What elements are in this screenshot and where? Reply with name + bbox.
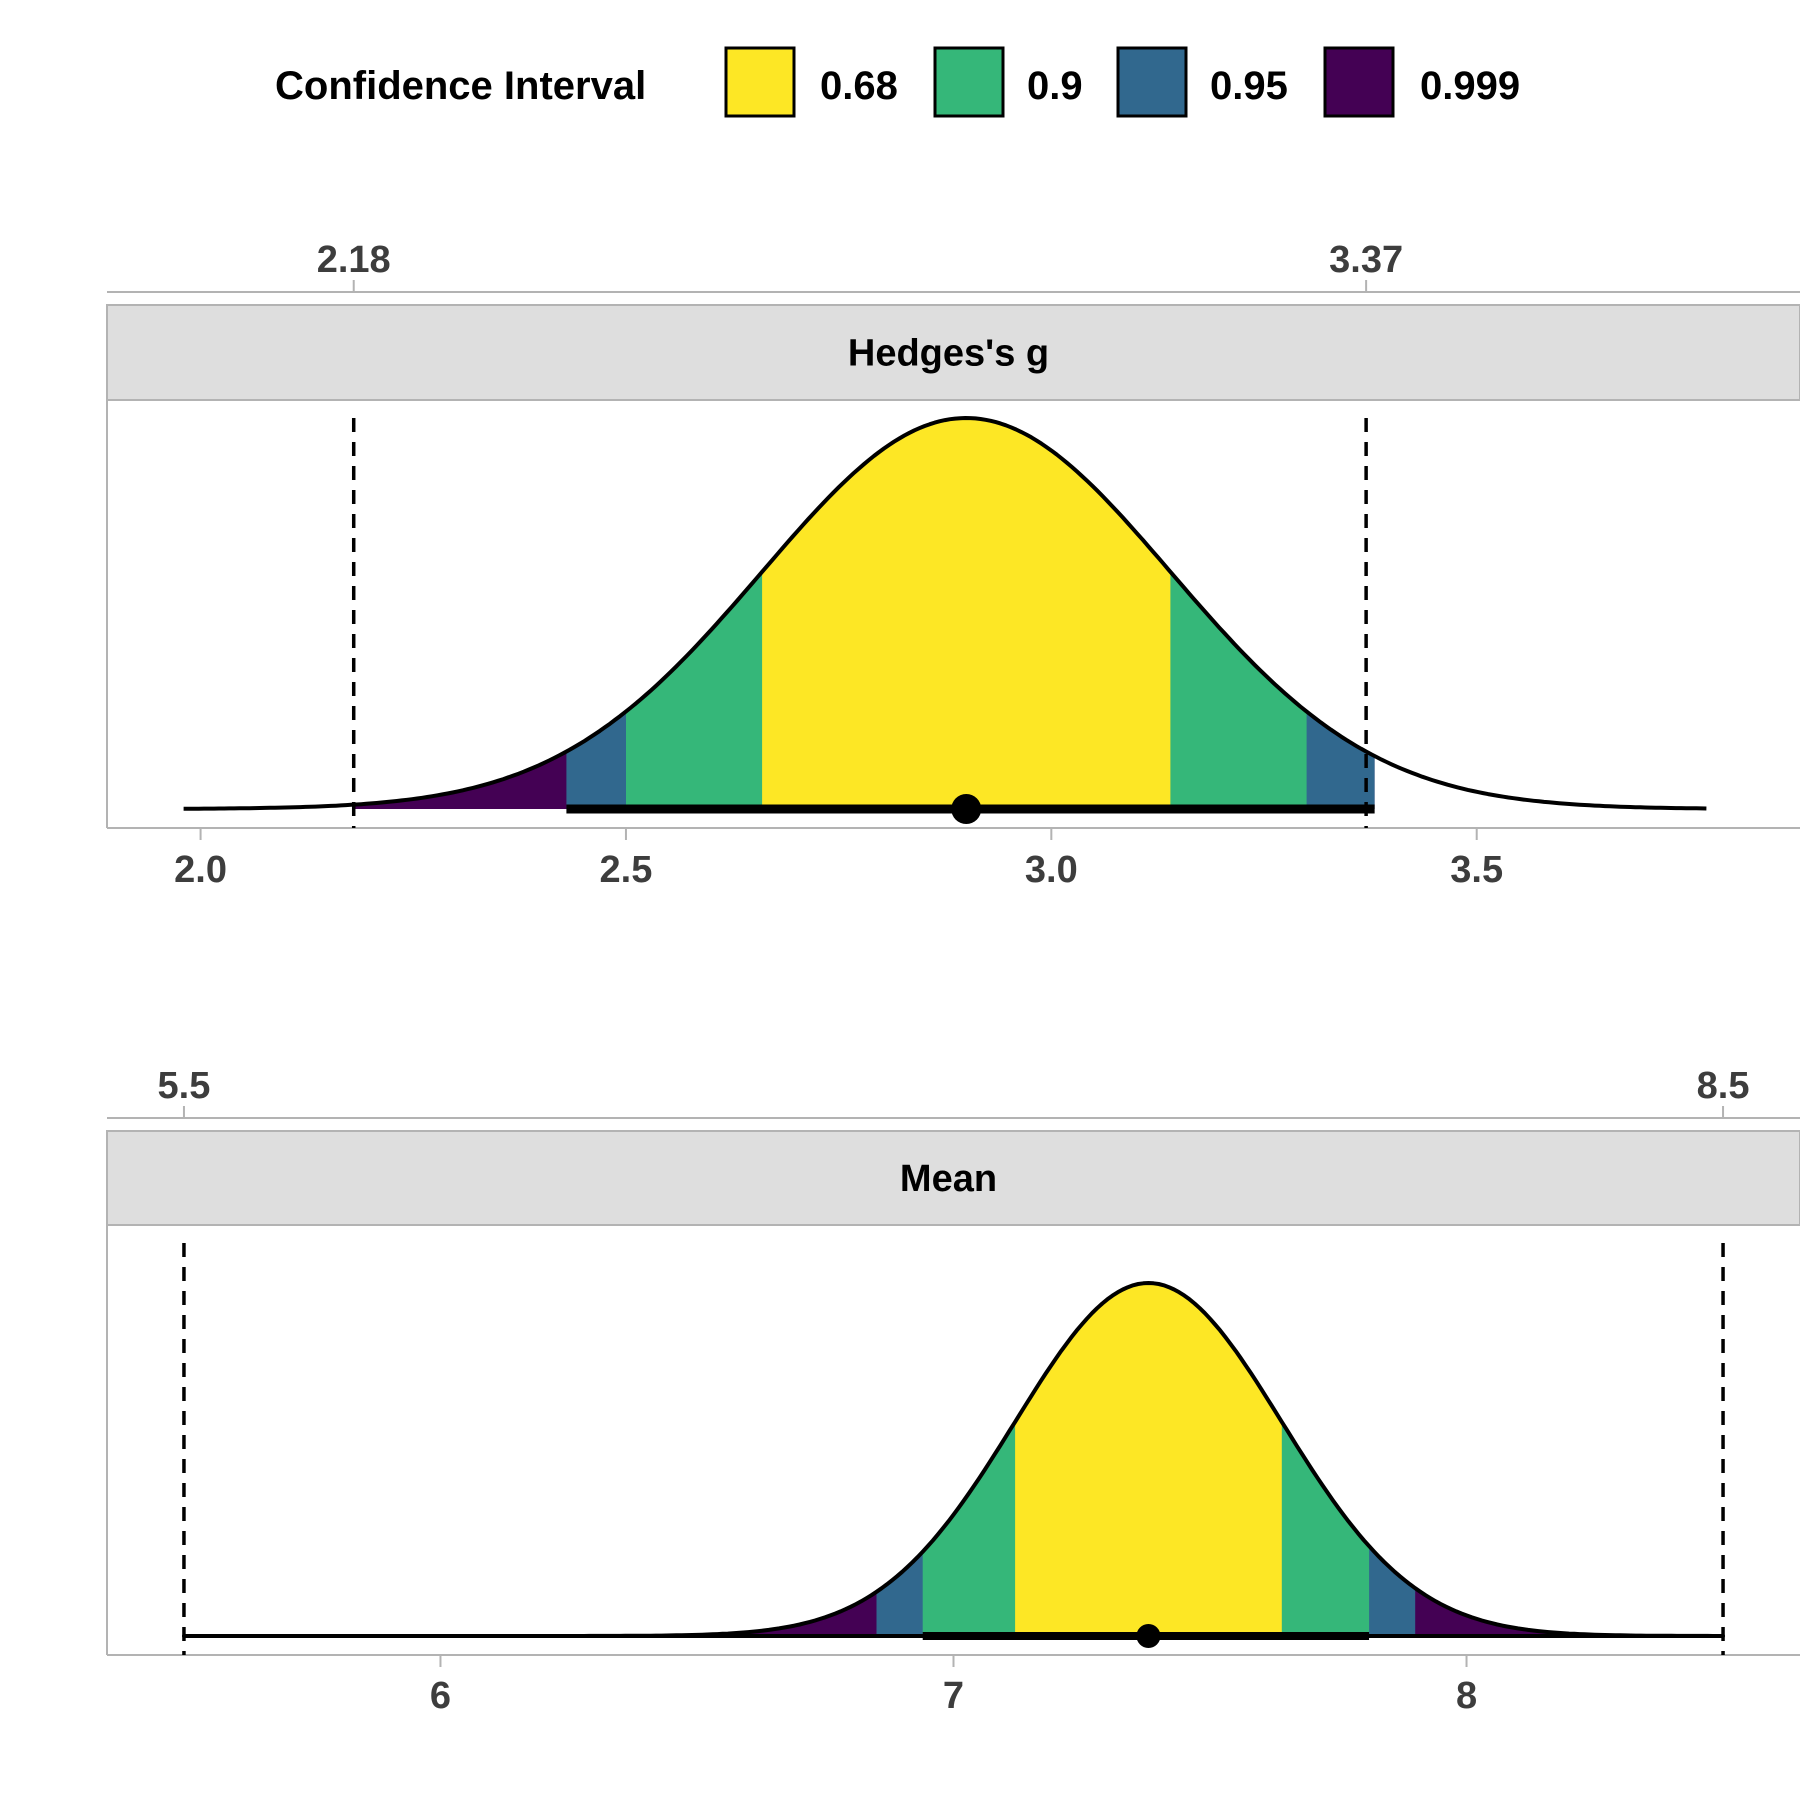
legend-title: Confidence Interval bbox=[275, 64, 646, 108]
x-tick-label: 3.0 bbox=[1025, 849, 1078, 891]
facet-title: Mean bbox=[900, 1158, 997, 1200]
legend-label-0.68: 0.68 bbox=[820, 64, 898, 108]
density-curve bbox=[182, 1281, 1725, 1638]
facet-strip bbox=[106, 1130, 1800, 1226]
x-tick-label: 2.0 bbox=[174, 849, 227, 891]
panel-1: 5.5 8.5 Mean 6 7 8 bbox=[106, 1065, 1800, 1717]
legend-label-0.9: 0.9 bbox=[1027, 64, 1083, 108]
secondary-tick-label: 8.5 bbox=[1697, 1065, 1750, 1107]
x-tick-label: 6 bbox=[430, 1675, 451, 1717]
facet-strip bbox=[106, 304, 1800, 401]
legend-key-0.9 bbox=[933, 46, 1005, 118]
x-tick-label: 8 bbox=[1456, 1675, 1477, 1717]
secondary-tick-label: 3.37 bbox=[1329, 239, 1403, 281]
density-curve bbox=[183, 416, 1707, 811]
legend-key-0.999 bbox=[1323, 46, 1395, 118]
legend-key-0.68 bbox=[724, 46, 796, 118]
point-estimate bbox=[951, 794, 982, 824]
facet-title: Hedges's g bbox=[848, 333, 1049, 375]
legend: Confidence Interval 0.68 0.9 0.95 0.999 bbox=[275, 46, 1520, 118]
point-estimate bbox=[1136, 1624, 1161, 1648]
secondary-tick-label: 5.5 bbox=[158, 1065, 211, 1107]
x-tick-label: 2.5 bbox=[600, 849, 653, 891]
legend-label-0.999: 0.999 bbox=[1420, 64, 1520, 108]
legend-key-0.95 bbox=[1116, 46, 1188, 118]
interval-band-0.68 bbox=[1015, 1283, 1282, 1636]
x-tick-label: 7 bbox=[943, 1675, 964, 1717]
secondary-tick-label: 2.18 bbox=[317, 239, 391, 281]
x-tick-label: 3.5 bbox=[1450, 849, 1503, 891]
interval-band-0.68 bbox=[762, 418, 1171, 809]
legend-label-0.95: 0.95 bbox=[1210, 64, 1288, 108]
panel-0: 2.18 3.37 Hedges's g 2.0 2.5 3.0 3.5 bbox=[106, 239, 1800, 891]
